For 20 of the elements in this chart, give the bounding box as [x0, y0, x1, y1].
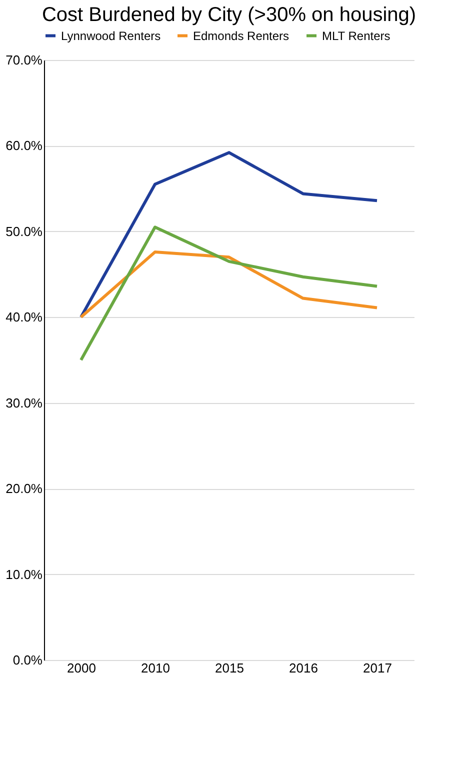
legend-label: Edmonds Renters	[193, 28, 290, 43]
y-tick-label: 30.0%	[6, 395, 43, 410]
x-tick-label: 2000	[67, 660, 96, 676]
x-tick-label: 2015	[215, 660, 244, 676]
x-tick-label: 2010	[141, 660, 170, 676]
legend-label: MLT Renters	[322, 28, 390, 43]
line-series	[80, 151, 378, 319]
y-tick-label: 10.0%	[6, 566, 43, 582]
legend-label: Lynnwood Renters	[61, 28, 161, 43]
y-tick-label: 0.0%	[12, 652, 43, 668]
y-tick-label: 60.0%	[6, 138, 43, 154]
x-tick-label: 2016	[289, 660, 318, 676]
y-tick-label: 20.0%	[6, 481, 43, 496]
y-tick-label: 70.0%	[6, 52, 43, 68]
x-tick-label: 2017	[363, 660, 392, 676]
y-tick-label: 40.0%	[6, 310, 43, 325]
chart-title: Cost Burdened by City (>30% on housing)	[42, 4, 416, 26]
line-series	[80, 226, 378, 362]
y-tick-label: 50.0%	[6, 224, 43, 239]
line-series	[80, 250, 378, 319]
